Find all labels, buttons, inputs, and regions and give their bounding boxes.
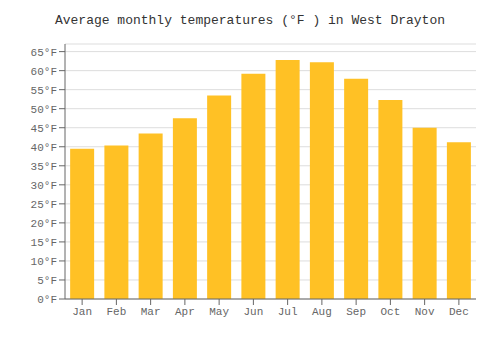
- svg-text:20°F: 20°F: [31, 218, 57, 230]
- svg-text:50°F: 50°F: [31, 104, 57, 116]
- svg-text:Jun: Jun: [243, 306, 263, 318]
- svg-text:Mar: Mar: [141, 306, 161, 318]
- svg-text:40°F: 40°F: [31, 142, 57, 154]
- svg-text:30°F: 30°F: [31, 180, 57, 192]
- svg-text:Jan: Jan: [72, 306, 92, 318]
- svg-text:35°F: 35°F: [31, 161, 57, 173]
- svg-text:25°F: 25°F: [31, 199, 57, 211]
- html-text:Average monthly temperatures (: Average monthly temperatures (°F ) in We…: [55, 13, 445, 28]
- svg-text:5°F: 5°F: [37, 275, 57, 287]
- svg-text:May: May: [209, 306, 229, 318]
- svg-text:15°F: 15°F: [31, 237, 57, 249]
- svg-text:Aug: Aug: [312, 306, 332, 318]
- svg-text:65°F: 65°F: [31, 47, 57, 59]
- svg-text:10°F: 10°F: [31, 256, 57, 268]
- svg-text:45°F: 45°F: [31, 123, 57, 135]
- svg-text:0°F: 0°F: [37, 294, 57, 306]
- svg-text:60°F: 60°F: [31, 66, 57, 78]
- svg-text:Dec: Dec: [449, 306, 469, 318]
- svg-text:Jul: Jul: [278, 306, 298, 318]
- svg-text:Apr: Apr: [175, 306, 195, 318]
- svg-text:Sep: Sep: [346, 306, 366, 318]
- svg-text:Nov: Nov: [415, 306, 435, 318]
- svg-text:Feb: Feb: [106, 306, 126, 318]
- svg-text:Oct: Oct: [380, 306, 400, 318]
- svg-text:55°F: 55°F: [31, 85, 57, 97]
